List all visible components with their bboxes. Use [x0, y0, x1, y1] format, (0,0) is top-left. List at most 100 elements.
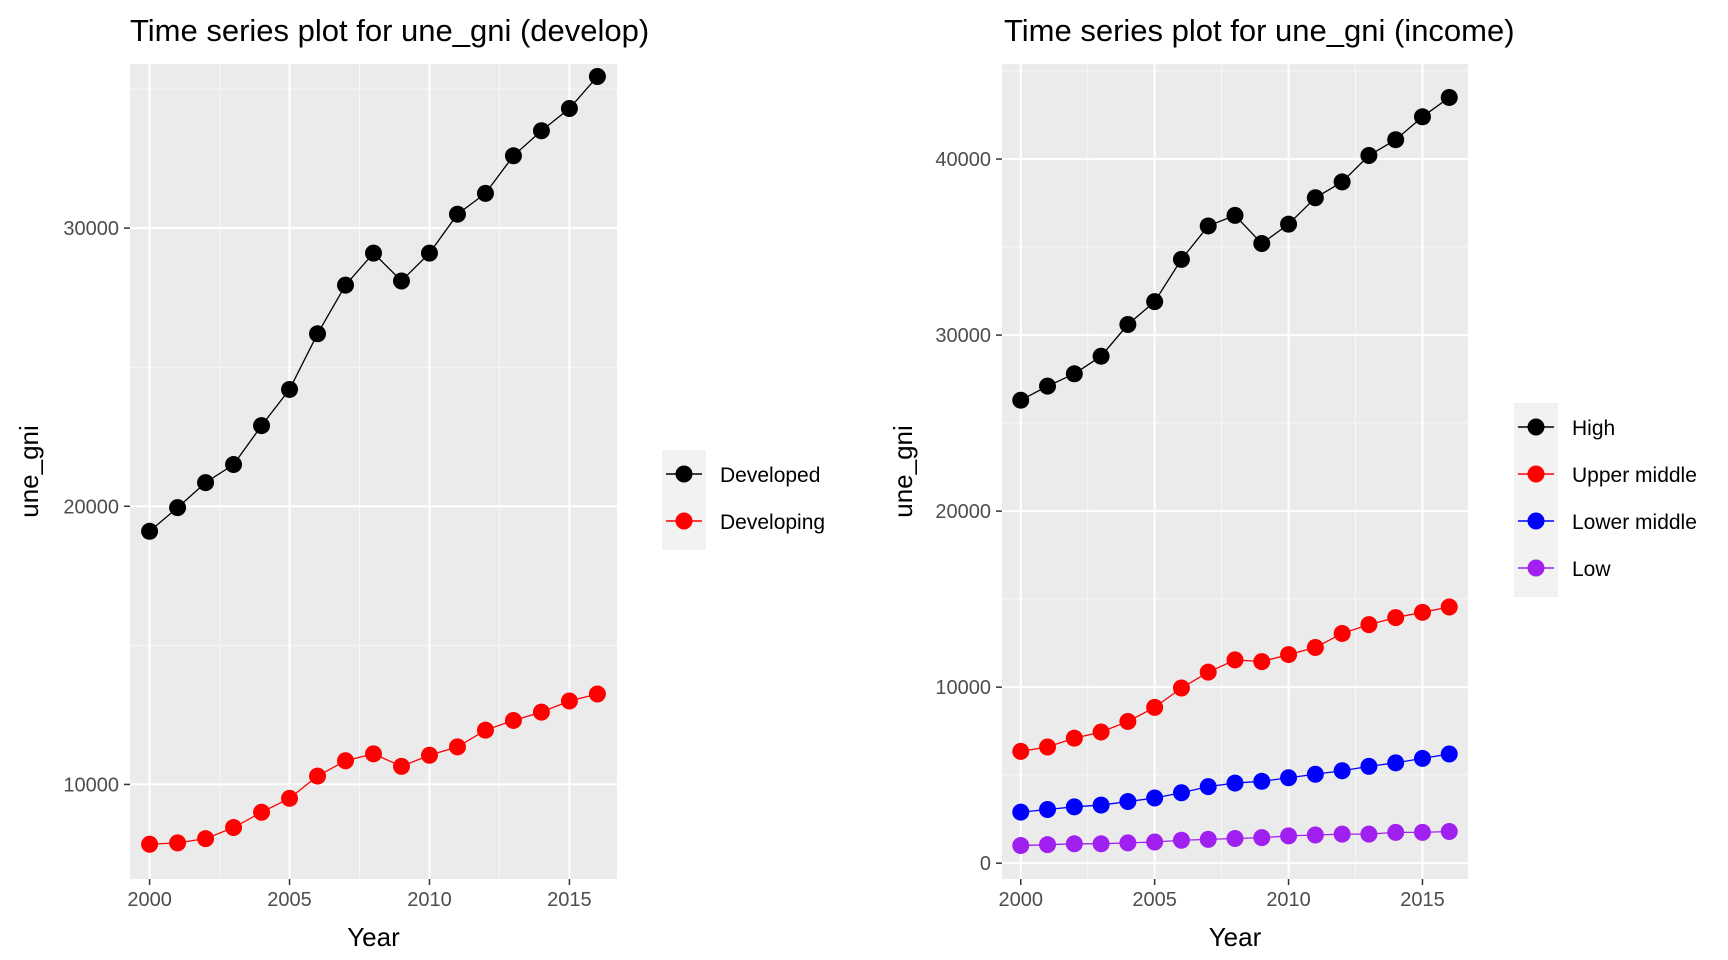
data-point — [253, 803, 271, 821]
data-point — [1199, 663, 1217, 681]
y-tick-label: 30000 — [935, 325, 991, 347]
legend-label: High — [1572, 417, 1615, 440]
data-point — [1119, 793, 1137, 811]
data-point — [1146, 789, 1164, 807]
data-point — [1387, 823, 1405, 841]
data-point — [141, 522, 159, 540]
chart-title: Time series plot for une_gni (income) — [1004, 13, 1515, 48]
data-point — [1065, 835, 1083, 853]
data-point — [1440, 822, 1458, 840]
data-point — [1413, 603, 1431, 621]
y-tick-label: 30000 — [63, 218, 119, 240]
data-point — [1119, 316, 1137, 334]
data-point — [1306, 826, 1324, 844]
data-point — [1199, 217, 1217, 235]
x-tick-label: 2015 — [547, 889, 592, 911]
data-point — [281, 789, 299, 807]
legend-key-point — [1527, 465, 1545, 483]
data-point — [1253, 235, 1271, 253]
data-point — [448, 738, 466, 756]
data-point — [1119, 712, 1137, 730]
data-point — [1360, 616, 1378, 634]
data-point — [1199, 778, 1217, 796]
data-point — [1440, 598, 1458, 616]
data-point — [309, 767, 327, 785]
legend-key-point — [675, 512, 693, 530]
data-point — [1146, 833, 1164, 851]
data-point — [225, 819, 243, 837]
data-point — [504, 711, 522, 729]
data-point — [448, 205, 466, 223]
legend-label: Developing — [720, 511, 825, 534]
legend-key-point — [675, 465, 693, 483]
legend-key-background — [662, 450, 706, 550]
data-point — [1333, 762, 1351, 780]
data-point — [197, 830, 215, 848]
legend-key-point — [1527, 512, 1545, 530]
data-point — [1387, 131, 1405, 149]
x-tick-label: 2000 — [127, 889, 172, 911]
data-point — [1146, 293, 1164, 311]
data-point — [1413, 823, 1431, 841]
legend-label: Lower middle — [1572, 511, 1697, 534]
legend-key-point — [1527, 559, 1545, 577]
data-point — [1226, 830, 1244, 848]
data-point — [1333, 825, 1351, 843]
data-point — [1226, 774, 1244, 792]
data-point — [1065, 365, 1083, 383]
data-point — [1440, 745, 1458, 763]
data-point — [141, 835, 159, 853]
data-point — [337, 752, 355, 770]
data-point — [1413, 108, 1431, 126]
data-point — [532, 122, 550, 140]
data-point — [1360, 147, 1378, 165]
data-point — [1119, 834, 1137, 852]
data-point — [1280, 827, 1298, 845]
legend-label: Upper middle — [1572, 464, 1697, 487]
data-point — [1280, 646, 1298, 664]
data-point — [225, 456, 243, 474]
y-axis-title: une_gni — [14, 425, 44, 518]
data-point — [504, 147, 522, 165]
x-tick-label: 2000 — [998, 889, 1043, 911]
data-point — [1012, 803, 1030, 821]
y-tick-label: 0 — [980, 853, 991, 875]
data-point — [1387, 754, 1405, 772]
y-axis-title: une_gni — [888, 425, 918, 518]
data-point — [1146, 698, 1164, 716]
legend-label: Low — [1572, 558, 1611, 581]
y-tick-label: 20000 — [63, 496, 119, 518]
data-point — [1172, 679, 1190, 697]
data-point — [1226, 206, 1244, 224]
data-point — [1280, 215, 1298, 233]
data-point — [1226, 651, 1244, 669]
data-point — [392, 272, 410, 290]
data-point — [1253, 653, 1271, 671]
data-point — [560, 100, 578, 118]
x-tick-label: 2010 — [407, 889, 452, 911]
data-point — [1360, 757, 1378, 775]
data-point — [1306, 639, 1324, 657]
data-point — [253, 417, 271, 435]
data-point — [1253, 772, 1271, 790]
data-point — [365, 244, 382, 262]
x-tick-label: 2005 — [267, 889, 312, 911]
chart-panel-2: 2000 2005 2010 2015 0 10000 20000 30000 40000 Tim… — [888, 13, 1697, 952]
plot-background — [130, 64, 617, 879]
data-point — [309, 325, 327, 343]
chart-panel-1: 2000 2005 2010 2015 10000 20000 30000 Time seri… — [14, 13, 825, 952]
data-point — [197, 474, 215, 492]
y-tick-label: 20000 — [935, 501, 991, 523]
x-tick-label: 2015 — [1400, 889, 1445, 911]
data-point — [560, 692, 578, 710]
legend: High Upper middle Lower middle Low — [1514, 403, 1697, 597]
y-tick-label: 40000 — [935, 149, 991, 171]
data-point — [1172, 250, 1190, 268]
data-point — [1306, 765, 1324, 783]
data-point — [1039, 800, 1057, 818]
data-point — [1039, 738, 1057, 756]
data-point — [1306, 189, 1324, 207]
y-tick-label: 10000 — [63, 774, 119, 796]
